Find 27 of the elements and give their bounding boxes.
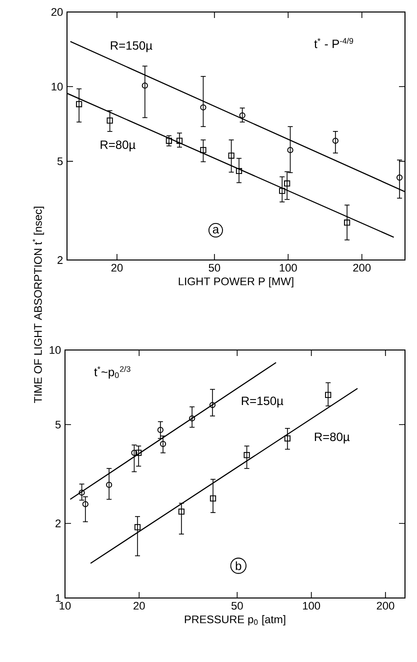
x-axis-title: LIGHT POWER P [MW] <box>178 277 294 288</box>
annotation: a <box>212 226 220 234</box>
x-tick-label: 100 <box>302 602 320 610</box>
y-tick-label: 2 <box>58 256 63 264</box>
y-tick-label: 2 <box>56 520 61 528</box>
x-tick-label: 200 <box>376 602 394 610</box>
y-tick-label: 20 <box>51 8 63 16</box>
text: R=150µ <box>242 396 284 408</box>
y-tick-label: 10 <box>50 346 61 354</box>
annotation: t$^{*}$ - P$^{-4/9}$ <box>314 38 354 48</box>
x-axis-title: PRESSURE p$_{0}$ [atm] <box>184 615 286 626</box>
x-tick-label: 20 <box>134 602 145 610</box>
series-label: R=80µ <box>100 140 136 152</box>
annotation: t$^{*}$~p$_{0}$2/3 <box>94 366 130 379</box>
x-tick-label: 200 <box>353 264 371 272</box>
x-tick-label: 50 <box>208 264 220 272</box>
text: R=150µ <box>110 41 152 52</box>
y-tick-label: 5 <box>55 420 61 428</box>
x-tick-label: 100 <box>280 264 297 272</box>
x-tick-label: 20 <box>111 264 123 272</box>
text: R=80µ <box>314 432 350 444</box>
y-tick-label: 1 <box>56 594 61 602</box>
y-tick-label: 5 <box>57 157 63 166</box>
y-axis-title: TIME OF LIGHT ABSORPTION t$^{*}$ [nsec] <box>32 206 44 404</box>
annotation: b <box>236 561 242 570</box>
y-tick-label: 10 <box>52 82 63 91</box>
x-tick-label: 50 <box>232 602 243 610</box>
